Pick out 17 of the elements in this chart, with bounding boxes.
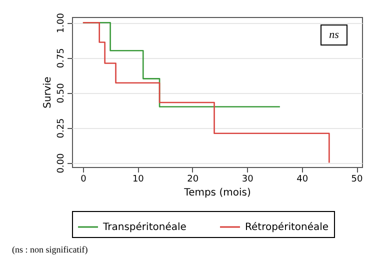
legend-label: Transpéritonéale [102, 222, 186, 233]
annotation: ns [329, 29, 339, 41]
y-tick-label: 0.00 [56, 153, 66, 174]
y-tick-label: 0.25 [56, 118, 66, 138]
y-axis-title: Survie [42, 76, 54, 108]
x-tick-label: 50 [351, 174, 364, 184]
x-tick-label: 20 [187, 174, 199, 184]
y-tick-label: 0.50 [56, 82, 66, 104]
x-axis-title: Temps (mois) [183, 188, 251, 198]
legend-label: Rétropéritonéale [245, 222, 329, 233]
y-tick-label: 0.75 [56, 48, 66, 68]
text: (ns : non significatif) [12, 244, 88, 254]
y-tick-label: 1.00 [56, 12, 66, 34]
x-tick-label: 40 [296, 174, 308, 184]
x-tick-label: 0 [80, 174, 87, 184]
x-tick-label: 10 [132, 174, 144, 184]
x-tick-label: 30 [242, 174, 254, 184]
